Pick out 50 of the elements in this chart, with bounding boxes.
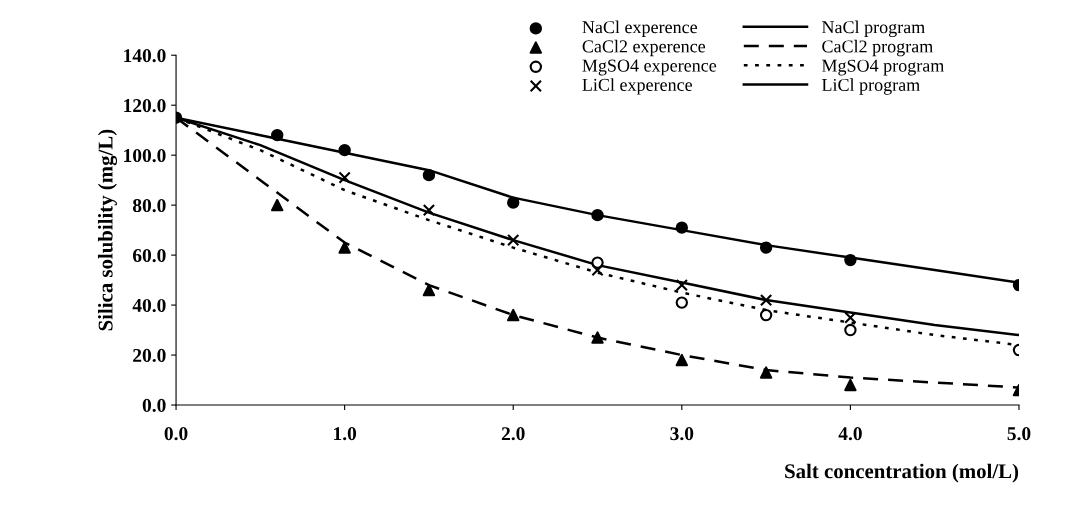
point	[271, 128, 284, 142]
legend-label: CaCl2 experence	[582, 39, 706, 57]
point	[844, 378, 857, 392]
point	[422, 168, 436, 182]
point	[422, 283, 436, 297]
point	[844, 311, 857, 324]
point	[591, 263, 604, 277]
legend-label: NaCl experence	[582, 20, 698, 37]
x-tick-label: 3.0	[670, 427, 694, 441]
point	[844, 323, 857, 337]
x-axis-title: Salt concentration (mol/L)	[785, 463, 1019, 483]
y-tick-label: 140.0	[124, 49, 166, 63]
point	[759, 241, 773, 254]
y-tick-label: 100.0	[124, 148, 166, 163]
legend-label: LiCl experence	[582, 78, 693, 95]
point	[675, 278, 688, 292]
x-tick-label: 0.0	[164, 427, 188, 441]
point	[759, 366, 773, 379]
legend-label: MgSO4 program	[821, 59, 945, 76]
legend-label: CaCl2 program	[822, 39, 933, 57]
x-tick-label: 5.0	[1007, 427, 1031, 441]
point	[591, 208, 604, 222]
x-tick-label: 2.0	[501, 427, 525, 441]
y-tick-label: 60.0	[132, 248, 166, 263]
y-tick-label: 80.0	[132, 198, 166, 213]
point	[271, 198, 284, 212]
x-tick-label: 4.0	[838, 427, 862, 441]
y-axis-title: Silica solubility (mg/L)	[97, 129, 118, 331]
legend-label: LiCl program	[821, 78, 920, 95]
point	[759, 308, 773, 322]
y-tick-label: 40.0	[132, 298, 166, 313]
x-tick-label: 1.0	[334, 427, 357, 441]
point	[338, 171, 351, 184]
y-tick-label: 0.0	[142, 398, 166, 413]
y-tick-label: 20.0	[133, 348, 166, 363]
point	[675, 353, 688, 367]
point	[507, 308, 520, 322]
point	[591, 331, 604, 344]
point	[844, 253, 857, 267]
point	[422, 203, 436, 217]
legend-label: MgSO4 experence	[582, 59, 717, 76]
legend-label: NaCl program	[821, 20, 925, 38]
point	[675, 221, 688, 234]
y-tick-label: 120.0	[124, 99, 166, 113]
point	[759, 293, 773, 307]
point	[507, 196, 520, 209]
point	[507, 233, 520, 247]
point	[338, 143, 351, 157]
point	[338, 241, 351, 254]
point	[675, 296, 688, 309]
